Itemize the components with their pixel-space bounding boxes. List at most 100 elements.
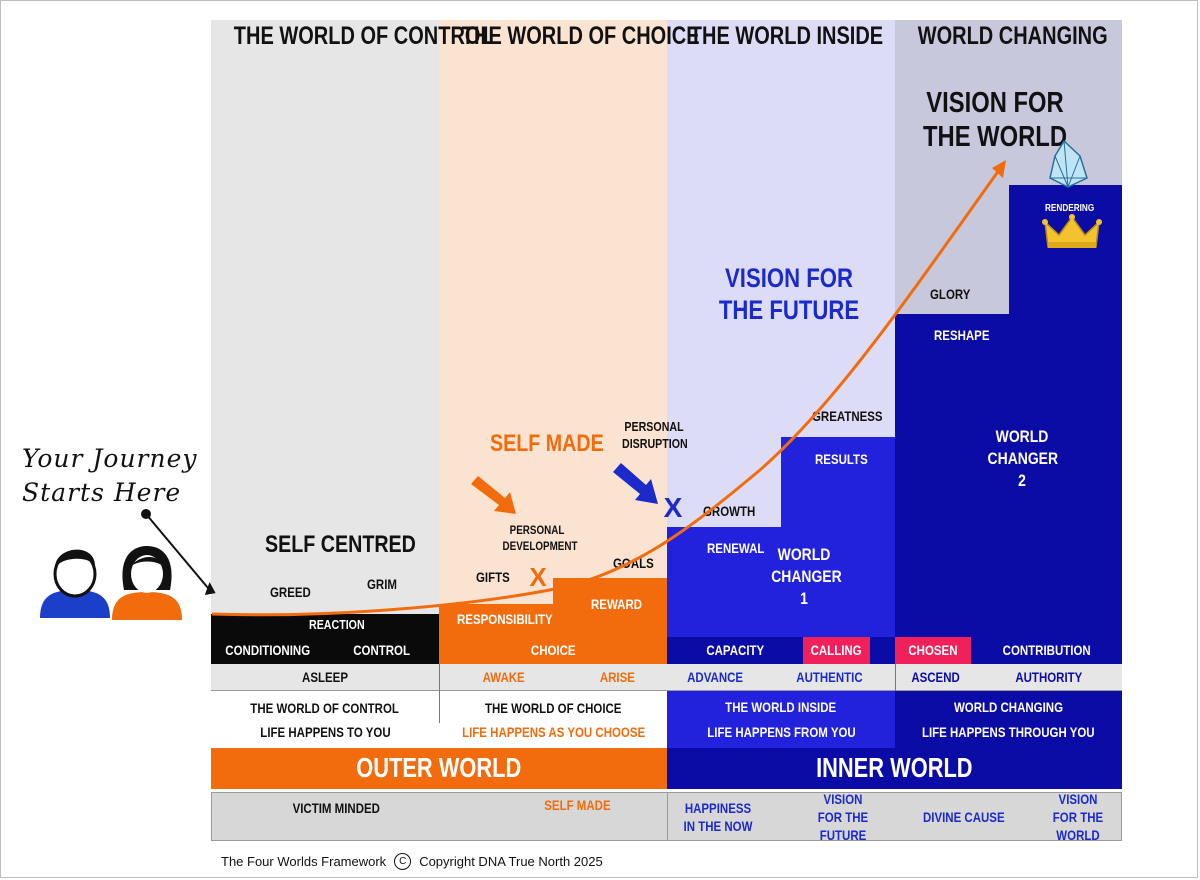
row3-changing-title: WORLD CHANGING [953, 699, 1064, 716]
row5-happiness: HAPPINESS IN THE NOW [668, 794, 768, 840]
label-gifts: GIFTS [476, 569, 510, 585]
person-male-icon [40, 549, 110, 618]
row5-victim-label: VICTIM MINDED [292, 799, 380, 816]
row1-calling-label: CALLING [810, 642, 863, 659]
row2-advance-label: ADVANCE [687, 669, 743, 686]
row3-control-sub: LIFE HAPPENS TO YOU [259, 724, 391, 740]
row1-contribution: CONTRIBUTION [971, 637, 1122, 664]
panel-control [211, 20, 439, 637]
row1-contribution-label: CONTRIBUTION [1002, 642, 1091, 659]
row1-calling-gap [870, 637, 895, 664]
row2-authentic: AUTHENTIC [763, 664, 895, 691]
row3-control: THE WORLD OF CONTROL LIFE HAPPENS TO YOU [211, 692, 439, 748]
label-self-centred: SELF CENTRED [265, 531, 416, 558]
label-reshape: RESHAPE [934, 327, 990, 343]
panel-choice [439, 20, 667, 637]
block-responsibility [439, 604, 667, 637]
label-world-changer-2: WORLD CHANGER 2 [987, 427, 1059, 491]
row2-authority-label: AUTHORITY [1015, 669, 1082, 686]
block-reaction [211, 614, 439, 637]
row3-inside-title: THE WORLD INSIDE [725, 699, 837, 716]
row5-background [211, 792, 1122, 841]
block-results [781, 437, 895, 637]
label-glory: GLORY [930, 286, 971, 302]
label-self-made: SELF MADE [490, 430, 604, 457]
row5-vision-world: VISION FOR THE WORLD [1034, 791, 1122, 843]
footer: The Four Worlds Framework C Copyright DN… [221, 853, 603, 870]
row5-self-made: SELF MADE [520, 792, 635, 818]
row3-changing: WORLD CHANGING LIFE HAPPENS THROUGH YOU [895, 691, 1122, 748]
journey-line-1: Your Journey [22, 444, 198, 473]
row4-outer-world: OUTER WORLD [211, 748, 667, 789]
row3-inside: THE WORLD INSIDE LIFE HAPPENS FROM YOU [667, 691, 895, 748]
row2-ascend-label: ASCEND [911, 669, 960, 686]
row1-control: CONTROL [325, 637, 439, 664]
row1-choice: CHOICE [439, 637, 667, 664]
row2-asleep-label: ASLEEP [302, 669, 348, 686]
row2-authority: AUTHORITY [975, 664, 1122, 691]
block-reward [553, 578, 667, 608]
diamond-icon [1049, 139, 1088, 188]
copyright-icon: C [394, 853, 412, 870]
column-title-changing: WORLD CHANGING [917, 22, 1108, 50]
row3-divider-control [439, 691, 440, 723]
row5-divine-label: DIVINE CAUSE [923, 808, 1005, 825]
label-reward: REWARD [591, 596, 643, 612]
row5-divine: DIVINE CAUSE [905, 794, 1023, 840]
row1-capacity-label: CAPACITY [706, 642, 764, 659]
x-mark-orange: X [529, 562, 547, 592]
block-rendering [1009, 185, 1122, 637]
arrow-blue-icon [613, 463, 658, 504]
label-reaction: REACTION [309, 617, 365, 632]
label-world-changer-1: WORLD CHANGER 1 [771, 545, 842, 609]
journey-pointer [141, 509, 216, 595]
label-vision-world-top: VISION FOR THE WORLD [923, 87, 1067, 154]
label-rendering: RENDERING [1045, 203, 1095, 214]
row2-awake-label: AWAKE [482, 669, 525, 686]
growth-curve-arrowhead [992, 160, 1006, 178]
row1-conditioning-label: CONDITIONING [225, 642, 311, 659]
row1-capacity: CAPACITY [667, 637, 803, 664]
column-title-inside: THE WORLD INSIDE [689, 22, 884, 50]
row3-choice-sub: LIFE HAPPENS AS YOU CHOOSE [461, 724, 646, 740]
row4-inner-world: INNER WORLD [667, 748, 1122, 789]
row2-background [211, 664, 1122, 691]
row5-vision-world-label: VISION FOR THE WORLD [1052, 790, 1104, 844]
row5-divider [667, 792, 668, 841]
row3-changing-sub: LIFE HAPPENS THROUGH YOU [922, 723, 1095, 740]
block-renewal [667, 527, 781, 637]
row5-vision-future: VISION FOR THE FUTURE [790, 791, 895, 843]
row3-choice: THE WORLD OF CHOICE LIFE HAPPENS AS YOU … [440, 692, 667, 748]
person-female-icon [112, 546, 182, 620]
label-personal-development: PERSONAL DEVELOPMENT [502, 523, 578, 554]
label-greatness: GREATNESS [812, 408, 883, 424]
growth-curve [211, 165, 1004, 617]
footer-framework: The Four Worlds Framework [221, 854, 387, 869]
row3-inside-sub: LIFE HAPPENS FROM YOU [706, 723, 856, 740]
row2-advance: ADVANCE [667, 664, 763, 691]
row1-choice-label: CHOICE [530, 642, 576, 659]
row1-calling: CALLING [803, 637, 870, 664]
label-grim: GRIM [367, 576, 397, 592]
arrow-orange-icon [471, 476, 516, 514]
row1-chosen: CHOSEN [895, 637, 971, 664]
row3-choice-title: THE WORLD OF CHOICE [485, 699, 622, 716]
row4-outer-label: OUTER WORLD [356, 752, 522, 784]
row2-asleep: ASLEEP [211, 664, 439, 691]
label-renewal: RENEWAL [707, 540, 765, 556]
row1-chosen-label: CHOSEN [908, 642, 958, 659]
row2-arise-label: ARISE [599, 669, 635, 686]
journey-line-2: Starts Here [22, 478, 182, 507]
label-responsibility: RESPONSIBILITY [457, 611, 553, 627]
footer-copyright: Copyright DNA True North 2025 [419, 854, 603, 869]
row1-control-label: CONTROL [353, 642, 411, 659]
row5-vision-future-label: VISION FOR THE FUTURE [817, 790, 868, 844]
row2-ascend: ASCEND [895, 664, 975, 691]
x-mark-blue: X [664, 492, 683, 523]
row5-happiness-label: HAPPINESS IN THE NOW [683, 799, 753, 834]
row1-conditioning: CONDITIONING [211, 637, 325, 664]
crown-icon [1042, 214, 1102, 248]
row2-awake: AWAKE [439, 664, 567, 691]
block-reshape [895, 314, 1009, 637]
